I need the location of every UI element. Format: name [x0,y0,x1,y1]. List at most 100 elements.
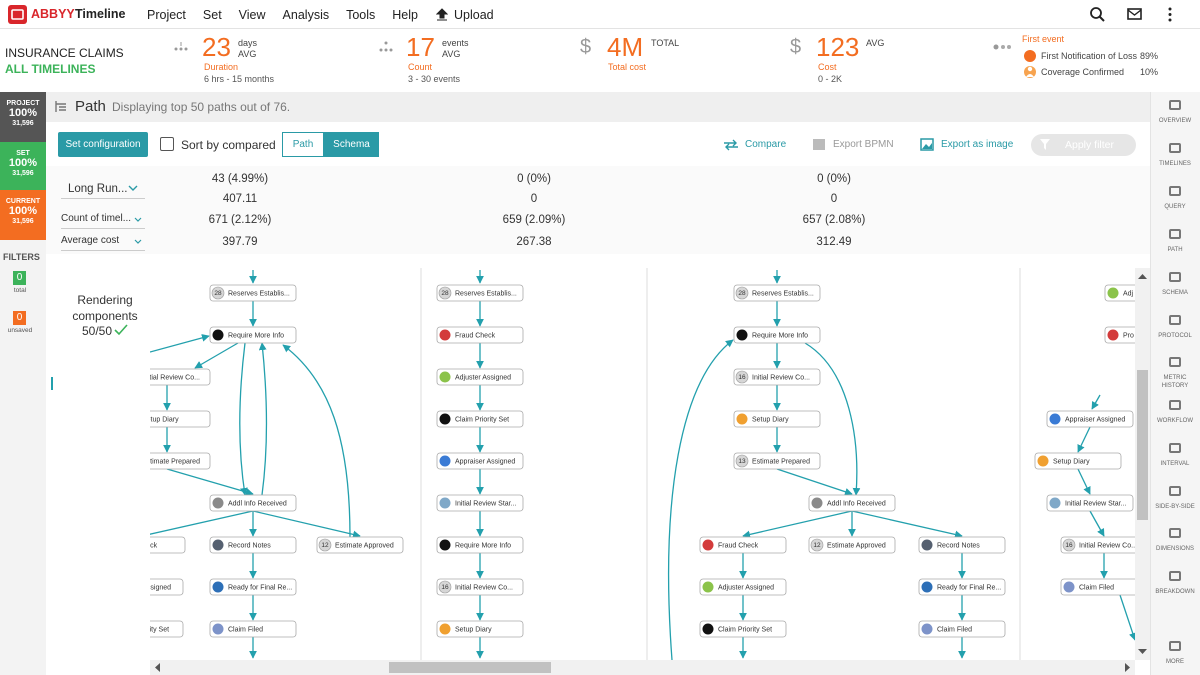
logo [8,5,27,24]
node-box[interactable] [209,536,297,554]
node-box[interactable] [1060,578,1135,596]
node-box[interactable] [918,536,1006,554]
nav-label[interactable]: INTERVAL [1160,461,1190,467]
node-box[interactable] [150,452,211,470]
node-box[interactable] [436,452,524,470]
nav-label[interactable]: PROTOCOL [1158,333,1192,339]
node-box[interactable] [733,368,821,386]
node-box[interactable] [436,494,524,512]
node-box[interactable] [316,536,404,554]
node-box[interactable] [436,536,524,554]
count-badge [735,370,749,384]
node-box[interactable] [209,494,297,512]
nav-label[interactable]: WORKFLOW [1157,418,1193,424]
nav-label[interactable]: QUERY [1164,204,1186,210]
node-icon [439,371,451,383]
kpi-unit: events [442,38,469,48]
node-box[interactable] [808,536,896,554]
node-label: Estimate Approved [335,542,394,549]
node-box[interactable] [209,620,297,638]
nav-label[interactable]: MORE [1166,659,1184,665]
node-box[interactable] [1046,494,1134,512]
nav-label[interactable]: BREAKDOWN [1155,589,1195,595]
menu-item[interactable]: Help [392,8,418,22]
h-scroll-arrows[interactable] [153,662,1133,673]
node-box[interactable] [436,284,524,302]
menu-item[interactable]: View [238,8,266,22]
node-box[interactable] [733,410,821,428]
sort-checkbox[interactable] [160,137,174,151]
duration-icon [174,42,188,51]
edge [1077,468,1091,495]
node-box[interactable] [1034,452,1122,470]
node-box[interactable] [150,536,186,554]
node-box[interactable] [436,578,524,596]
metric-selector[interactable]: Count of timel... [61,213,145,229]
node-box[interactable] [1060,536,1135,554]
node-box[interactable] [918,578,1006,596]
nav-label[interactable]: SIDE-BY-SIDE [1155,504,1195,510]
upload[interactable]: Upload [454,8,494,22]
node-count: 16 [738,374,746,381]
nav-label[interactable]: DIMENSIONS [1155,546,1194,552]
node-box[interactable] [436,368,524,386]
node-box[interactable] [150,578,184,596]
node-box[interactable] [209,326,297,344]
node-box[interactable] [733,284,821,302]
apply-filter[interactable]: Apply filter [1065,139,1115,151]
edge [742,510,853,539]
path-mode[interactable]: Path [282,132,324,157]
node-icon [736,329,748,341]
top-icons[interactable] [1088,6,1183,24]
node-icon [439,497,451,509]
nav-label[interactable]: SCHEMA [1162,290,1188,296]
node-box[interactable] [733,452,821,470]
scope-name: SET [16,150,30,157]
metric-value: 659 (2.09%) [502,214,566,226]
v-scroll-thumb[interactable] [1137,370,1148,520]
node-label: Claim Priority Set [455,416,509,423]
nav-label[interactable]: OVERVIEW [1158,118,1192,124]
node-box[interactable] [150,368,211,386]
node-box[interactable] [1046,410,1134,428]
export-image[interactable]: Export as image [941,139,1014,150]
top-bar [0,0,1200,29]
node-box[interactable] [209,578,297,596]
menu-item[interactable]: Set [202,8,222,22]
menu-item[interactable]: Tools [346,8,376,22]
node-box[interactable] [209,284,297,302]
node-label: Initial Review Co... [752,374,810,381]
export-bpmn[interactable]: Export BPMN [833,139,894,150]
compare[interactable]: Compare [745,139,787,150]
nav-label[interactable]: TIMELINES [1159,161,1191,167]
node-icon [439,623,451,635]
metric-selector[interactable]: Long Run... [61,179,145,199]
sort-label[interactable]: Sort by compared [181,138,276,152]
node-box[interactable] [436,620,524,638]
node-box[interactable] [733,326,821,344]
nav-label[interactable]: METRIC HISTORY [1161,375,1189,389]
node-box[interactable] [808,494,896,512]
filter-count[interactable]: 0 [13,271,26,285]
menu-item[interactable]: Analysis [282,8,330,22]
menu-item[interactable]: Project [147,8,186,22]
nav-icon [1169,641,1181,651]
node-label: Reserves Establis... [228,290,290,297]
node-box[interactable] [699,620,787,638]
node-box[interactable] [150,620,184,638]
node-box[interactable] [436,410,524,428]
filter-count[interactable]: 0 [13,311,26,325]
v-scroll-arrows[interactable] [1137,272,1148,656]
node-box[interactable] [150,410,211,428]
node-box[interactable] [436,326,524,344]
schema-mode[interactable]: Schema [324,132,379,157]
h-scroll-thumb[interactable] [389,662,551,673]
node-box[interactable] [699,536,787,554]
node-box[interactable] [699,578,787,596]
nav-label[interactable]: PATH [1167,247,1183,253]
apply-filter-button[interactable] [1031,134,1136,156]
set-configuration-button[interactable]: Set configuration [58,132,148,157]
node-box[interactable] [918,620,1006,638]
metric-selector[interactable]: Average cost [61,235,145,251]
